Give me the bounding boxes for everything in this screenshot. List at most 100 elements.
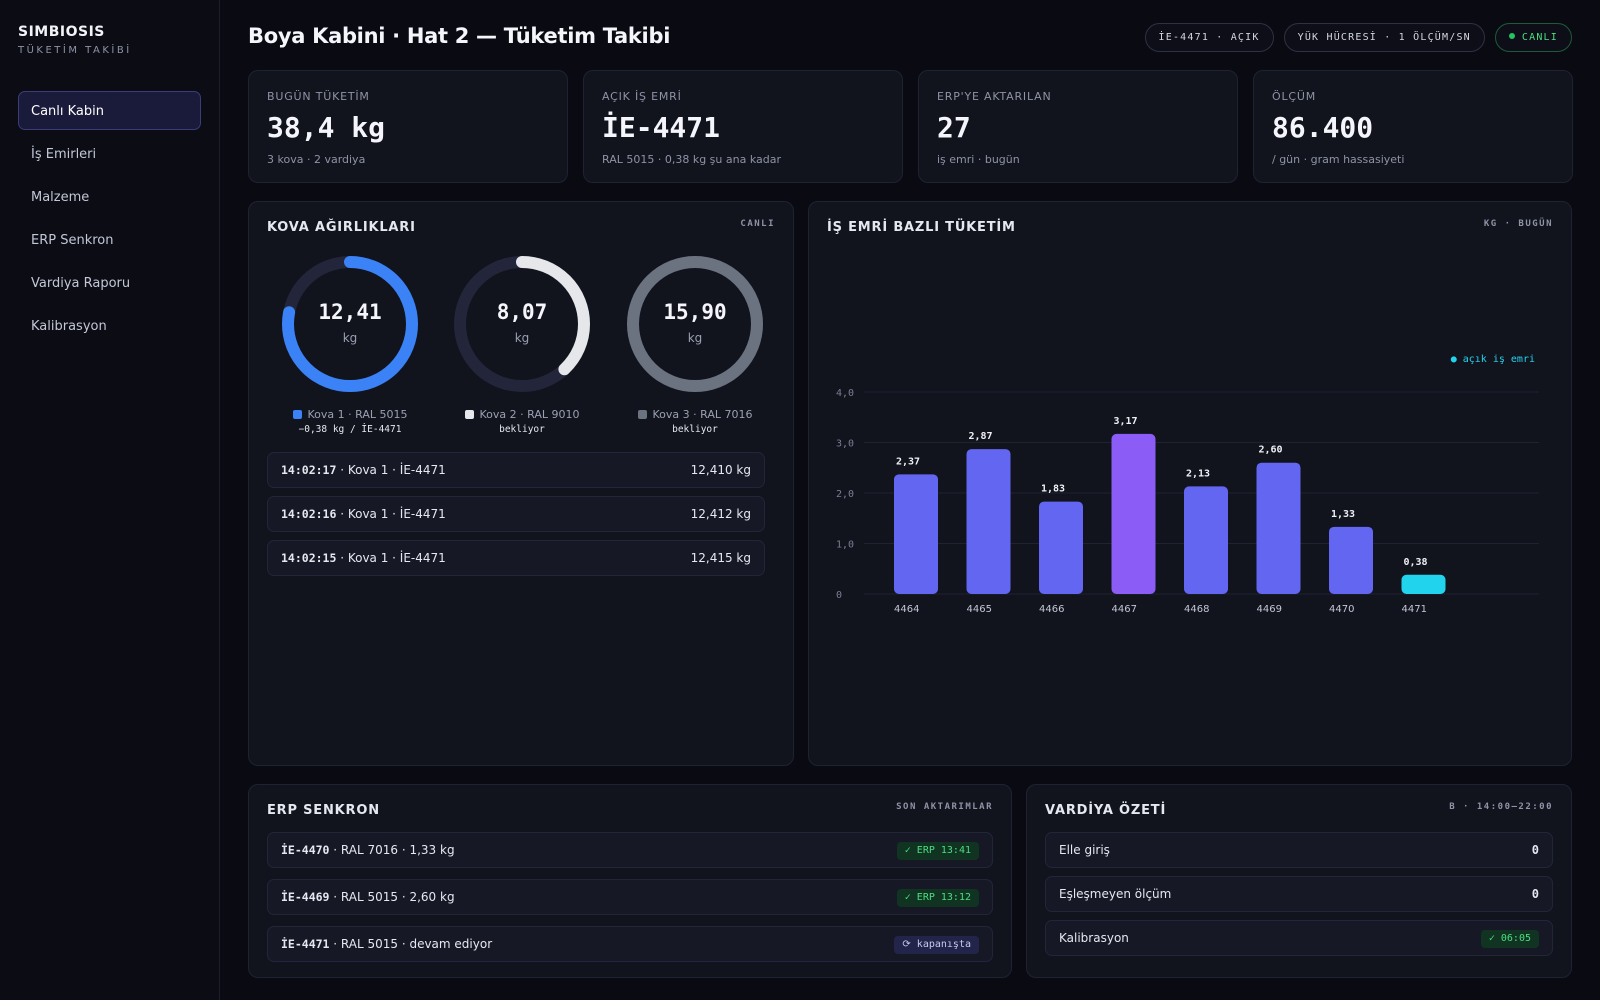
live-status-label: CANLI [1521,32,1558,43]
erp-desc: · RAL 5015 · 2,60 kg [329,890,455,904]
kpi-label: ERP'YE AKTARILAN [937,90,1052,103]
y-tick-label: 0 [836,590,842,601]
x-tick-label: 4469 [1257,604,1282,615]
legend-swatch [637,409,647,419]
sidebar-item-vardiya-raporu[interactable]: Vardiya Raporu [31,276,131,291]
kpi-value: 27 [937,111,971,144]
y-tick-label: 4,0 [836,388,854,399]
shift-row: Eşleşmeyen ölçüm 0 [1045,876,1553,912]
consumption-bar-chart: 0 1,0 2,0 3,0 4,0 2,37 4464 2,87 4465 1,83 4466 3,1… [836,354,1539,615]
erp-status-badge: ✓ ERP 13:12 [896,889,979,907]
shift-row: Kalibrasyon ✓ 06:05 [1045,920,1553,956]
bucket-gauge-3: 15,90 kg [625,254,765,394]
erp-desc: · RAL 7016 · 1,33 kg [329,843,455,857]
x-tick-label: 4465 [967,604,992,615]
y-tick-label: 3,0 [836,439,854,450]
panel-tag: B · 14:00–22:00 [1449,802,1553,812]
shift-row: Elle giriş 0 [1045,832,1553,868]
y-tick-label: 2,0 [836,489,854,500]
kpi-label: BUGÜN TÜKETİM [267,90,370,103]
bar [1184,486,1228,594]
bar-value-label: 2,13 [1186,468,1210,479]
kpi-card-today-consumption: BUGÜN TÜKETİM 38,4 kg 3 kova · 2 vardiya [248,70,568,183]
erp-sync-panel: ERP SENKRON SON AKTARIMLAR İE-4470 · RAL… [248,784,1012,978]
bucket-gauge-2: 8,07 kg [452,254,592,394]
erp-status-badge: ⟳ kapanışta [894,936,979,954]
weight-log-row[interactable]: 14:02:17 · Kova 1 · İE-4471 12,410 kg [267,452,765,488]
y-tick-label: 1,0 [836,540,854,551]
bar-value-label: 0,38 [1404,557,1428,568]
work-order-consumption-panel: İŞ EMRİ BAZLI TÜKETİM KG · BUGÜN 0 1,0 2,0… [808,201,1572,766]
brand-subtitle: TÜKETİM TAKİBİ [18,45,132,56]
brand: SIMBIOSIS TÜKETİM TAKİBİ [18,24,132,56]
shift-value: 0 [1531,887,1539,901]
erp-entry: İE-4469 · RAL 5015 · 2,60 kg [281,890,455,904]
kpi-sub: / gün · gram hassasiyeti [1272,153,1405,166]
bar-value-label: 2,37 [896,456,920,467]
panel-tag: SON AKTARIMLAR [896,802,993,812]
bar [1401,574,1446,594]
header-pills: İE-4471 · AÇIK YÜK HÜCRESİ · 1 ÖLÇÜM/SN … [1144,23,1572,52]
panel-tag: CANLI [740,219,775,229]
log-entry: 14:02:17 · Kova 1 · İE-4471 [281,463,446,477]
gauge-fill [627,256,763,392]
kpi-card-open-work-order: AÇIK İŞ EMRİ İE-4471 RAL 5015 · 0,38 kg … [583,70,903,183]
shift-summary-panel: VARDİYA ÖZETİ B · 14:00–22:00 Elle giriş… [1026,784,1572,978]
sidebar-item-malzeme[interactable]: Malzeme [31,190,90,205]
log-weight: 12,412 kg [690,507,751,521]
bucket-status: bekliyor [672,424,718,435]
kpi-card-measurement: ÖLÇÜM 86.400 / gün · gram hassasiyeti [1253,70,1573,183]
gauge-value: 8,07 [496,300,548,324]
bucket-label: Kova 1 · RAL 5015 [307,408,408,421]
log-time: 14:02:15 [281,551,337,565]
bucket-label: Kova 2 · RAL 9010 [479,408,580,421]
bucket-status: bekliyor [499,424,545,435]
gauge-unit: kg [514,331,530,345]
erp-row[interactable]: İE-4469 · RAL 5015 · 2,60 kg ✓ ERP 13:12 [267,879,993,915]
log-desc: · Kova 1 · İE-4471 [336,463,446,477]
gauge-ring [454,256,590,392]
x-tick-label: 4464 [894,604,919,615]
bar [894,474,938,594]
live-dot-icon [1508,33,1515,39]
x-tick-label: 4471 [1402,604,1427,615]
gauge-value: 12,41 [318,300,382,324]
calibration-badge: ✓ 06:05 [1480,930,1539,948]
legend-swatch [292,409,302,419]
log-entry: 14:02:15 · Kova 1 · İE-4471 [281,551,446,565]
kpi-sub: iş emri · bugün [937,153,1020,166]
gauge-ring [627,256,763,392]
gauge-unit: kg [342,331,358,345]
bar [1256,462,1301,594]
erp-work-order-id: İE-4469 [281,890,330,904]
kpi-value: 86.400 [1272,111,1374,144]
shift-value: 0 [1531,843,1539,857]
sidebar: SIMBIOSIS TÜKETİM TAKİBİ Canlı Kabin İş … [0,0,220,1000]
work-order-pill[interactable]: İE-4471 · AÇIK [1144,23,1274,52]
kpi-sub: RAL 5015 · 0,38 kg şu ana kadar [602,153,781,166]
bucket-status: −0,38 kg / İE-4471 [298,424,402,435]
bar [1039,501,1083,594]
log-weight: 12,415 kg [690,551,751,565]
bucket-gauge-1: 12,41 kg [280,254,420,394]
sidebar-nav: Canlı Kabin İş Emirleri Malzeme ERP Senk… [18,91,201,349]
kpi-sub: 3 kova · 2 vardiya [267,153,366,166]
panel-tag: KG · BUGÜN [1483,219,1553,229]
gauge-fill [282,256,418,392]
bar [1329,526,1373,594]
weight-log-row[interactable]: 14:02:15 · Kova 1 · İE-4471 12,415 kg [267,540,765,576]
erp-row[interactable]: İE-4470 · RAL 7016 · 1,33 kg ✓ ERP 13:41 [267,832,993,868]
erp-row[interactable]: İE-4471 · RAL 5015 · devam ediyor ⟳ kapa… [267,926,993,962]
log-time: 14:02:16 [281,507,337,521]
sidebar-item-is-emirleri[interactable]: İş Emirleri [31,147,97,162]
gauge-ring [282,256,418,392]
bucket-legend-3: Kova 3 · RAL 7016 bekliyor [600,408,790,435]
bucket-legend-1: Kova 1 · RAL 5015 −0,38 kg / İE-4471 [255,408,445,435]
sidebar-item-canli-kabin[interactable]: Canlı Kabin [18,91,201,130]
sidebar-item-kalibrasyon[interactable]: Kalibrasyon [31,319,107,334]
log-entry: 14:02:16 · Kova 1 · İE-4471 [281,507,446,521]
brand-title: SIMBIOSIS [18,24,105,40]
sidebar-item-erp-senkron[interactable]: ERP Senkron [31,233,114,248]
erp-desc: · RAL 5015 · devam ediyor [329,937,493,951]
weight-log-row[interactable]: 14:02:16 · Kova 1 · İE-4471 12,412 kg [267,496,765,532]
